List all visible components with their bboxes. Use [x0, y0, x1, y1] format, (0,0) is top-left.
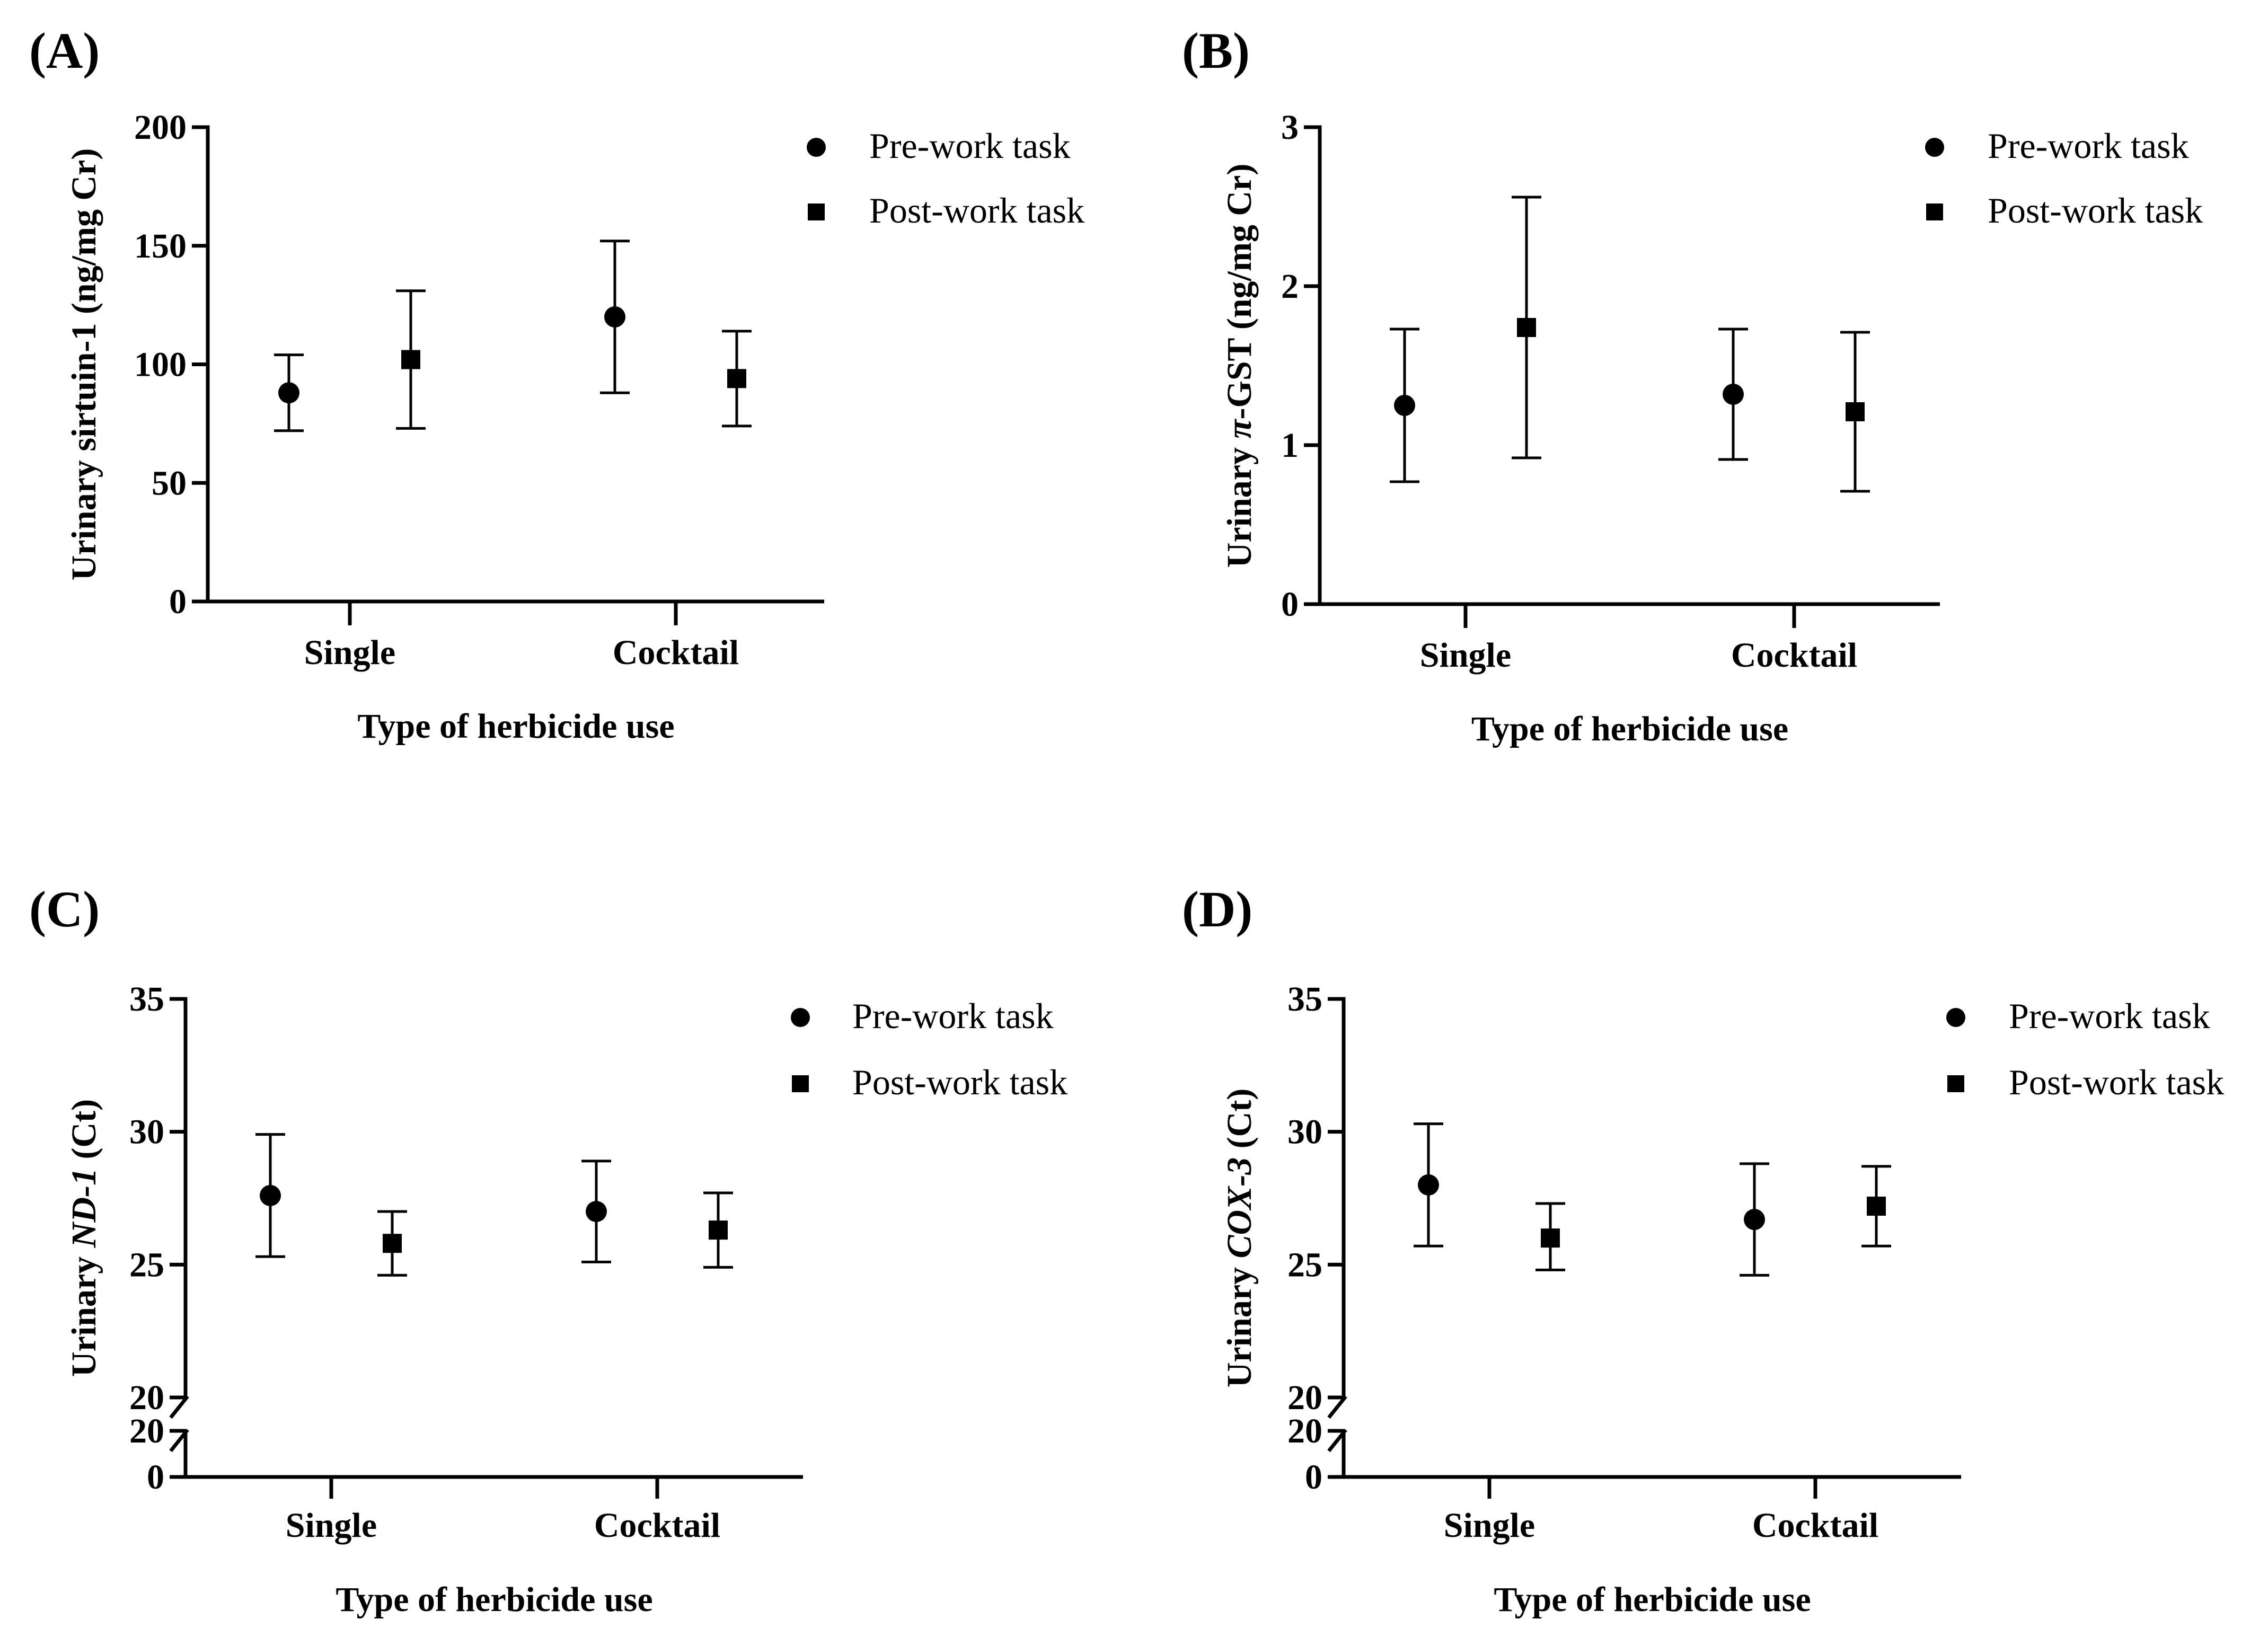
y-tick-label: 20: [1287, 1412, 1322, 1450]
y-tick-label: 50: [152, 464, 187, 502]
legend-label: Post-work task: [852, 1062, 1067, 1102]
y-tick-label: 25: [129, 1245, 164, 1284]
y-tick-label: 35: [129, 980, 164, 1019]
data-point-post-work: [401, 350, 420, 369]
panel-label: (C): [29, 881, 100, 937]
data-point-post-work: [1867, 1197, 1886, 1216]
data-point-post-work: [1541, 1228, 1560, 1248]
legend-label: Post-work task: [1988, 190, 2203, 231]
y-tick-label: 3: [1281, 108, 1299, 147]
y-axis-title-part: π: [1220, 419, 1259, 439]
legend-label: Pre-work task: [852, 996, 1054, 1036]
legend-label: Pre-work task: [2009, 996, 2210, 1036]
y-axis-title: Urinary π-GST (ng/mg Cr): [1220, 164, 1259, 568]
y-tick-label: 0: [147, 1458, 164, 1497]
legend-marker-square: [792, 1075, 809, 1092]
y-axis-title: Urinary COX-3 (Ct): [1220, 1089, 1259, 1388]
x-axis-title: Type of herbicide use: [336, 1580, 652, 1619]
data-point-pre-work: [604, 306, 625, 328]
legend-label: Post-work task: [869, 190, 1084, 231]
x-axis-title: Type of herbicide use: [357, 707, 674, 746]
y-tick-label: 150: [134, 227, 187, 266]
panel-label: (D): [1182, 881, 1252, 937]
legend-marker-circle: [1946, 1008, 1965, 1027]
y-tick-label: 2: [1281, 267, 1299, 306]
x-axis-title: Type of herbicide use: [1494, 1580, 1811, 1619]
y-tick-label: 30: [129, 1113, 164, 1152]
y-tick-label: 100: [134, 346, 187, 384]
data-point-post-work: [727, 369, 746, 388]
y-tick-label: 30: [1287, 1113, 1322, 1152]
y-tick-label: 20: [1287, 1378, 1322, 1417]
data-point-pre-work: [1418, 1174, 1439, 1196]
legend-label: Pre-work task: [1988, 126, 2189, 166]
data-point-pre-work: [260, 1184, 281, 1206]
panel-a: (A) 0 50 100 150 200 Single Cocktail Type of her…: [29, 22, 1084, 746]
legend-marker-square: [1947, 1075, 1964, 1092]
y-axis-title-part: COX-3: [1220, 1157, 1259, 1259]
axis-break-mark: [169, 1395, 189, 1419]
y-axis-title-part: Urinary: [1220, 1259, 1259, 1388]
legend-marker-square: [808, 203, 825, 220]
data-point-post-work: [1846, 402, 1865, 421]
panel-b: (B) 0 1 2 3 Single Cocktail Type of herbicide u…: [1182, 22, 2203, 748]
panel-c: (C) 20 25 30 35 0 20 Single Cocktail Type of herb…: [29, 881, 1067, 1619]
y-tick-label: 25: [1287, 1245, 1322, 1284]
x-tick-label: Cocktail: [1731, 636, 1857, 675]
y-tick-label: 20: [129, 1412, 164, 1450]
y-tick-label: 200: [134, 108, 187, 147]
panel-label: (B): [1182, 22, 1250, 79]
data-point-post-work: [709, 1220, 728, 1240]
x-tick-label: Cocktail: [1752, 1506, 1878, 1545]
x-tick-label: Single: [286, 1506, 377, 1545]
y-tick-label: 20: [129, 1378, 164, 1417]
y-tick-label: 1: [1281, 426, 1299, 465]
y-axis-title-part: Urinary: [65, 1247, 103, 1377]
legend-label: Pre-work task: [869, 126, 1071, 166]
x-tick-label: Cocktail: [594, 1506, 720, 1545]
x-tick-label: Single: [1420, 636, 1511, 675]
legend-marker-circle: [1925, 138, 1944, 157]
y-axis-title-part: (Ct): [1220, 1089, 1259, 1157]
legend-marker-circle: [807, 138, 826, 157]
y-axis-title-part: Urinary: [1220, 439, 1259, 568]
y-tick-label: 0: [169, 582, 187, 621]
y-axis-title: Urinary ND-1 (Ct): [65, 1099, 103, 1377]
x-tick-label: Cocktail: [613, 633, 739, 672]
data-point-pre-work: [1723, 384, 1744, 405]
y-tick-label: 0: [1281, 585, 1299, 624]
panel-d: (D) 20 25 30 35 0 20 Single Cocktail Type of herb…: [1182, 881, 2224, 1619]
y-tick-label: 35: [1287, 980, 1322, 1019]
legend-marker-square: [1926, 203, 1943, 220]
y-axis-title: Urinary sirtuin-1 (ng/mg Cr): [65, 148, 103, 581]
panel-label: (A): [29, 22, 100, 79]
data-point-post-work: [1517, 318, 1536, 337]
y-axis-title-part: Urinary sirtuin-1 (ng/mg Cr): [65, 148, 103, 581]
legend-marker-circle: [791, 1008, 810, 1027]
data-point-post-work: [383, 1234, 402, 1253]
data-point-pre-work: [1394, 395, 1415, 416]
data-point-pre-work: [586, 1201, 607, 1223]
y-axis-title-part: -GST (ng/mg Cr): [1220, 164, 1259, 420]
axis-break-mark: [1327, 1395, 1347, 1419]
x-tick-label: Single: [1444, 1506, 1535, 1545]
y-axis-title-part: (Ct): [65, 1099, 103, 1168]
y-axis-title-part: ND-1: [65, 1168, 103, 1248]
data-point-pre-work: [278, 382, 299, 404]
legend-label: Post-work task: [2009, 1062, 2224, 1102]
x-axis-title: Type of herbicide use: [1471, 710, 1788, 748]
y-tick-label: 0: [1305, 1458, 1322, 1497]
data-point-pre-work: [1744, 1209, 1765, 1231]
x-tick-label: Single: [304, 633, 395, 672]
